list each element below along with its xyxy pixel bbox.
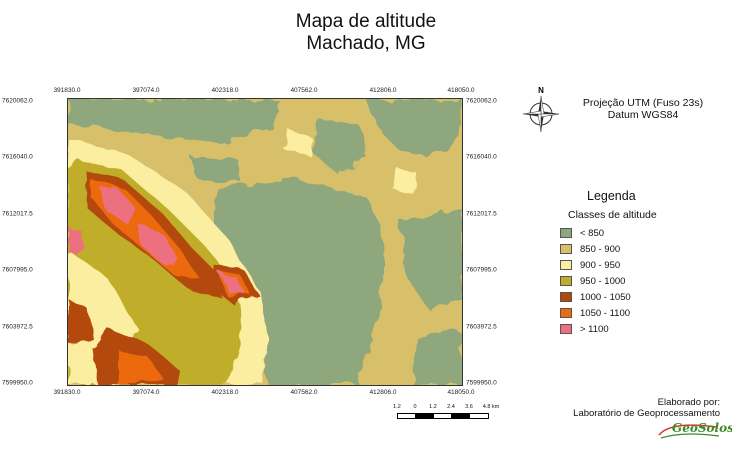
map-title: Mapa de altitude xyxy=(295,11,437,32)
elevation-map[interactable] xyxy=(67,98,463,386)
scale-segment xyxy=(469,413,489,419)
legend-item: 900 - 950 xyxy=(560,259,620,271)
scale-label: 1.2 xyxy=(393,404,401,410)
geosolos-logo-icon xyxy=(658,424,720,439)
x-tick-top: 402318.0 xyxy=(211,87,239,94)
legend-item: < 850 xyxy=(560,227,604,239)
class-above-1100-area xyxy=(68,183,243,293)
y-tick-right: 7603972.5 xyxy=(466,323,497,331)
legend-label: > 1100 xyxy=(580,323,609,335)
legend-label: 900 - 950 xyxy=(580,259,621,271)
legend-item: 1000 - 1050 xyxy=(560,291,631,303)
x-tick-top: 418050.0 xyxy=(447,87,475,94)
x-tick-bottom: 407562.0 xyxy=(290,389,318,396)
scale-segment xyxy=(433,413,453,419)
y-tick-right: 7612017.5 xyxy=(466,210,497,218)
x-tick-bottom: 412806.0 xyxy=(369,389,397,396)
legend-label: < 850 xyxy=(580,227,605,239)
projection-info: Projeção UTM (Fuso 23s) Datum WGS84 xyxy=(578,97,708,121)
x-tick-top: 407562.0 xyxy=(290,87,318,94)
logo-text: GeoSolos xyxy=(672,421,732,435)
x-tick-top: 391830.0 xyxy=(53,87,81,94)
scale-label: 1.2 xyxy=(429,404,437,410)
map-subtitle: Machado, MG xyxy=(306,33,426,54)
y-tick-left: 7603972.5 xyxy=(2,323,33,331)
x-tick-bottom: 397074.0 xyxy=(132,389,160,396)
scale-label: 4.8 km xyxy=(482,404,500,410)
y-tick-left: 7612017.5 xyxy=(2,210,33,218)
credit-prefix: Elaborado por: xyxy=(657,397,720,408)
legend-title: Legenda xyxy=(587,189,636,203)
north-label: N xyxy=(538,86,544,95)
x-tick-bottom: 418050.0 xyxy=(447,389,475,396)
x-tick-bottom: 391830.0 xyxy=(53,389,81,396)
scale-segment xyxy=(415,413,435,419)
legend-label: 1050 - 1100 xyxy=(580,307,631,319)
x-tick-bottom: 402318.0 xyxy=(211,389,239,396)
legend-swatch xyxy=(560,244,572,254)
projection-line: Projeção UTM (Fuso 23s) xyxy=(582,97,704,109)
legend-swatch xyxy=(560,228,572,238)
legend-item: 850 - 900 xyxy=(560,243,620,255)
legend-swatch xyxy=(560,276,572,286)
scale-label: 0 xyxy=(413,404,417,410)
scale-label: 3.6 xyxy=(465,404,473,410)
y-tick-right: 7620062.0 xyxy=(466,97,497,105)
y-tick-left: 7607995.0 xyxy=(2,266,33,274)
legend-label: 850 - 900 xyxy=(580,243,621,255)
x-tick-top: 397074.0 xyxy=(132,87,160,94)
y-tick-right: 7607995.0 xyxy=(466,266,497,274)
legend-swatch xyxy=(560,308,572,318)
scale-bar: 1.2 0 1.2 2.4 3.6 4.8 km xyxy=(391,404,511,419)
legend-swatch xyxy=(560,260,572,270)
legend-swatch xyxy=(560,292,572,302)
elevation-map-canvas xyxy=(68,99,462,385)
legend-label: 1000 - 1050 xyxy=(580,291,631,303)
y-tick-right: 7616040.0 xyxy=(466,153,497,161)
x-tick-top: 412806.0 xyxy=(369,87,397,94)
y-tick-right: 7599950.0 xyxy=(466,379,497,387)
y-tick-left: 7616040.0 xyxy=(2,153,33,161)
legend-item: > 1100 xyxy=(560,323,609,335)
y-tick-left: 7620062.0 xyxy=(2,97,33,105)
y-tick-left: 7599950.0 xyxy=(2,379,33,387)
scale-label: 2.4 xyxy=(447,404,455,410)
legend-swatch xyxy=(560,324,572,334)
legend-label: 950 - 1000 xyxy=(580,275,626,287)
scale-segment xyxy=(451,413,471,419)
north-arrow-icon: N xyxy=(519,85,563,135)
legend-subtitle: Classes de altitude xyxy=(568,209,657,221)
scale-segment xyxy=(397,413,417,419)
legend-item: 1050 - 1100 xyxy=(560,307,630,319)
datum-line: Datum WGS84 xyxy=(607,109,679,121)
legend-item: 950 - 1000 xyxy=(560,275,625,287)
credit-lab: Laboratório de Geoprocessamento xyxy=(573,408,720,419)
